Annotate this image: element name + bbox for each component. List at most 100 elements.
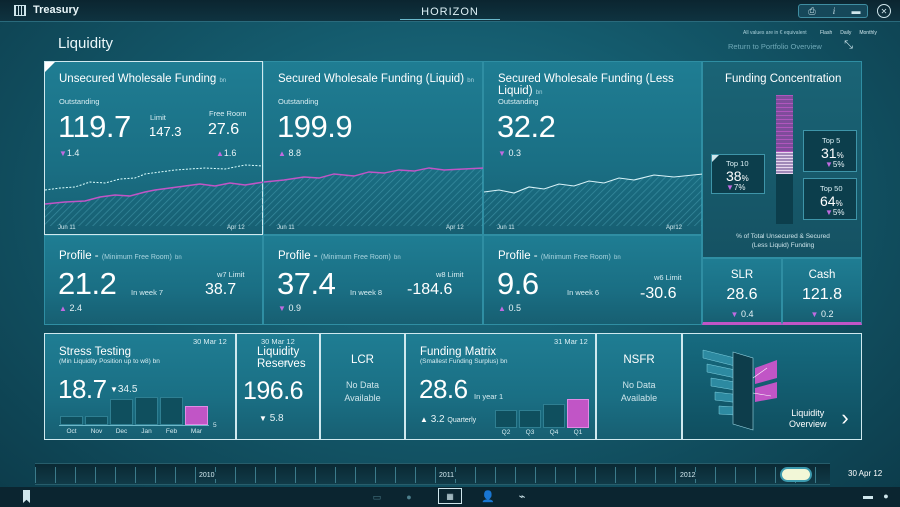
nsfr-nodata: No Data Available bbox=[620, 380, 658, 403]
outstanding-label: Outstanding bbox=[498, 97, 539, 106]
tile-funding-concentration[interactable]: Funding Concentration Top 10 38% ▼7% Top… bbox=[702, 61, 862, 258]
slr-value: 28.6 bbox=[726, 286, 758, 303]
outstanding-value: 199.9 bbox=[277, 109, 353, 144]
tile-liquidity-reserves[interactable]: 30 Mar 12 Liquidity Reserves bn 196.6 ▼ 5… bbox=[236, 333, 320, 440]
limit-label: w8 Limit bbox=[436, 270, 464, 279]
profile-change: ▼ 0.9 bbox=[278, 303, 301, 313]
profile-title: Profile - (Minimum Free Room) bn bbox=[59, 250, 182, 262]
lcr-title: LCR bbox=[350, 354, 374, 366]
legend-monthly: Monthly bbox=[859, 30, 877, 36]
camera-icon[interactable]: ▬ bbox=[851, 6, 861, 16]
x-start-label: Jun 11 bbox=[277, 225, 295, 231]
threshold-label: 5 bbox=[213, 422, 217, 429]
reserves-change: ▼ 5.8 bbox=[259, 413, 284, 424]
tile-liquidity-overview[interactable]: Liquidity Overview › bbox=[682, 333, 862, 440]
bookmark-icon[interactable] bbox=[23, 490, 30, 503]
tile-unsecured-funding[interactable]: Unsecured Wholesale Funding bn Outstandi… bbox=[44, 61, 264, 235]
info-icon[interactable]: i bbox=[832, 6, 836, 16]
week-label: In week 8 bbox=[350, 288, 383, 297]
disabled-tool-icon: ▭ bbox=[372, 491, 382, 502]
matrix-axis: Q2 Q3 Q4 Q1 bbox=[494, 429, 590, 439]
reserves-title: Liquidity Reserves bbox=[257, 346, 306, 370]
cash-value: 121.8 bbox=[801, 286, 843, 303]
tile-slr[interactable]: SLR 28.6 ▼ 0.4 bbox=[702, 258, 782, 325]
outstanding-change: ▲ 8.8 bbox=[278, 148, 301, 158]
tile-title: Secured Wholesale Funding (Liquid) bn bbox=[278, 73, 474, 85]
cash-change: ▼ 0.2 bbox=[810, 309, 834, 319]
matrix-change: ▲ 3.2 Quarterly bbox=[420, 414, 477, 425]
user-icon[interactable]: 👤 bbox=[481, 491, 495, 503]
overview-label: Liquidity Overview bbox=[789, 408, 827, 429]
outstanding-change: ▼ 0.3 bbox=[498, 148, 521, 158]
x-end-label: Apr 12 bbox=[446, 225, 464, 231]
tile-profile-less-liquid[interactable]: Profile - (Minimum Free Room) bn 9.6 In … bbox=[483, 235, 702, 325]
stress-bar-chart bbox=[59, 392, 209, 426]
bar bbox=[135, 397, 158, 425]
tile-secured-less-liquid[interactable]: Secured Wholesale Funding (Less Liquid) … bbox=[483, 61, 703, 235]
timeline-handle[interactable] bbox=[780, 467, 812, 482]
page-title: Liquidity bbox=[58, 35, 114, 52]
corner-flag-icon bbox=[712, 155, 719, 162]
legend-flash: Flash bbox=[820, 30, 833, 36]
stress-title: Stress Testing bbox=[59, 346, 132, 358]
matrix-subtitle: (Smallest Funding Surplus) bn bbox=[420, 358, 508, 365]
top10-box: Top 10 38% ▼7% bbox=[711, 154, 765, 194]
up-triangle-icon: ▲ bbox=[59, 304, 67, 313]
reserves-date: 30 Mar 12 bbox=[261, 337, 295, 346]
concentration-bar-base bbox=[776, 174, 793, 224]
timeline-scrubber[interactable]: 2010 2011 2012 bbox=[35, 463, 830, 485]
collapse-icon[interactable]: ⤡ bbox=[844, 39, 853, 51]
limit-label: w7 Limit bbox=[217, 270, 245, 279]
print-icon[interactable]: ⎙ bbox=[808, 5, 816, 16]
profile-change: ▲ 0.5 bbox=[498, 303, 521, 313]
matrix-value: 28.6 bbox=[419, 374, 468, 404]
free-room-value: 27.6 bbox=[208, 121, 240, 138]
free-room-label: Free Room bbox=[209, 109, 247, 118]
free-room-change: ▲1.6 bbox=[216, 148, 237, 158]
tile-secured-liquid[interactable]: Secured Wholesale Funding (Liquid) bn Ou… bbox=[263, 61, 484, 235]
bar bbox=[160, 397, 183, 425]
limit-label: Limit bbox=[150, 113, 166, 122]
return-link[interactable]: Return to Portfolio Overview bbox=[728, 42, 822, 51]
limit-label: w6 Limit bbox=[654, 273, 682, 282]
down-triangle-icon: ▼ bbox=[498, 149, 506, 158]
bottom-toolbar: ▭ ● ▦ 👤 ⌁ ▬ ● bbox=[0, 487, 900, 507]
tile-nsfr[interactable]: NSFR No Data Available bbox=[596, 333, 682, 440]
week-label: In week 6 bbox=[567, 288, 600, 297]
corner-flag-icon bbox=[45, 62, 55, 72]
matrix-year: In year 1 bbox=[474, 392, 504, 401]
down-triangle-icon: ▼ bbox=[278, 304, 286, 313]
nsfr-title: NSFR bbox=[623, 354, 655, 366]
app-title: Treasury bbox=[33, 4, 79, 16]
chevron-right-icon[interactable]: › bbox=[841, 405, 849, 430]
lcr-nodata: No Data Available bbox=[344, 380, 381, 403]
tile-funding-matrix[interactable]: Funding Matrix (Smallest Funding Surplus… bbox=[405, 333, 596, 440]
x-end-label: Apr 12 bbox=[227, 225, 245, 231]
tile-lcr[interactable]: LCR No Data Available bbox=[320, 333, 405, 440]
screen-icon[interactable]: ▬ bbox=[863, 490, 873, 502]
down-triangle-icon: ▼ bbox=[59, 149, 67, 158]
top5-box: Top 5 31% ▼5% bbox=[803, 130, 857, 172]
tile-stress-testing[interactable]: Stress Testing (Min Liquidity Position u… bbox=[44, 333, 236, 440]
building-icon bbox=[14, 5, 26, 16]
legend-daily: Daily bbox=[840, 30, 852, 36]
currency-note: All values are in € equivalent bbox=[743, 30, 807, 36]
tile-title: Funding Concentration bbox=[725, 73, 842, 85]
bar bbox=[543, 404, 565, 428]
axis-label: Q1 bbox=[573, 429, 583, 436]
tile-profile-liquid[interactable]: Profile - (Minimum Free Room) bn 37.4 In… bbox=[263, 235, 483, 325]
chart-tool-icon[interactable]: ⌁ bbox=[518, 491, 526, 503]
close-icon[interactable]: ✕ bbox=[877, 4, 891, 18]
tile-cash[interactable]: Cash 121.8 ▼ 0.2 bbox=[782, 258, 862, 325]
info-circle-icon[interactable]: ● bbox=[883, 491, 889, 501]
tile-profile-unsecured[interactable]: Profile - (Minimum Free Room) bn 21.2 In… bbox=[44, 235, 263, 325]
timeline-ticks bbox=[35, 467, 830, 483]
top5-label: Top 5 bbox=[822, 136, 841, 145]
top50-value: 64% bbox=[820, 193, 843, 209]
bar bbox=[519, 410, 541, 428]
grid-icon[interactable]: ▦ bbox=[438, 488, 462, 504]
top10-label: Top 10 bbox=[726, 159, 749, 168]
limit-value: -30.6 bbox=[640, 285, 677, 302]
up-triangle-icon: ▲ bbox=[216, 149, 224, 158]
bar bbox=[185, 406, 208, 425]
